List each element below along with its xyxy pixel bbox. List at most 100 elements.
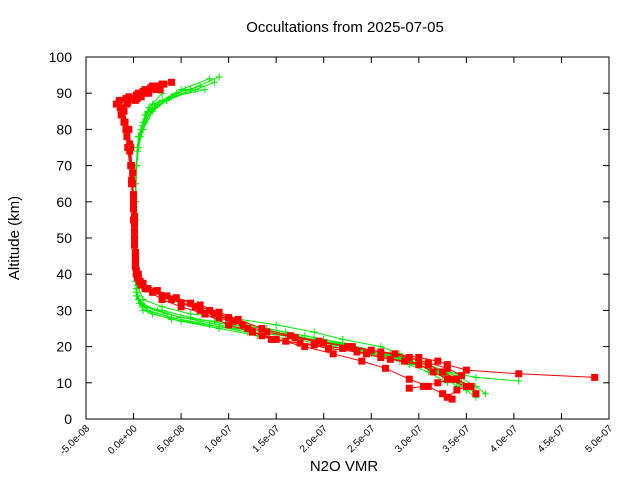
data-point [132, 91, 140, 99]
data-point [131, 259, 139, 267]
data-point [234, 315, 242, 323]
data-point [405, 384, 413, 392]
data-point [168, 78, 176, 86]
data-point [145, 89, 153, 97]
data-point [358, 357, 366, 365]
data-point [126, 140, 134, 148]
data-point [462, 382, 470, 390]
data-point [177, 299, 185, 307]
data-point [429, 368, 437, 376]
data-point [415, 354, 423, 361]
data-point [139, 296, 147, 303]
y-tick-label: 100 [49, 49, 73, 65]
y-tick-label: 50 [56, 230, 72, 246]
data-point [132, 292, 140, 300]
profile-line [119, 83, 595, 378]
data-point [315, 337, 323, 345]
data-point [154, 82, 162, 90]
data-point [123, 100, 131, 108]
data-point [229, 317, 237, 325]
data-point [131, 249, 139, 256]
data-point [134, 270, 142, 278]
data-point [420, 382, 428, 390]
data-point [448, 395, 456, 403]
data-point [112, 100, 120, 108]
series-red-profiles [112, 78, 599, 403]
data-point [187, 299, 195, 307]
data-point [310, 328, 318, 336]
data-point [145, 104, 153, 112]
data-point [434, 357, 442, 365]
data-point [339, 335, 347, 343]
data-point [462, 366, 470, 374]
data-point [515, 370, 523, 378]
data-point [210, 78, 218, 86]
x-tick-label: 5.0e-08 [155, 423, 187, 455]
x-tick-label: 2.0e-07 [298, 423, 330, 455]
data-point [172, 294, 180, 302]
data-point [515, 377, 523, 385]
data-point [215, 314, 223, 322]
data-point [453, 386, 461, 394]
data-point [443, 364, 451, 372]
x-tick-label: 0.0e+00 [106, 423, 140, 457]
data-point [116, 104, 124, 112]
data-point [481, 390, 489, 398]
data-point [153, 287, 161, 294]
data-point [124, 144, 132, 151]
data-point [210, 317, 218, 325]
chart-title: Occultations from 2025-07-05 [246, 19, 444, 36]
data-point [405, 375, 413, 383]
plot-area [112, 73, 599, 403]
data-point [296, 339, 304, 347]
data-point [122, 125, 130, 133]
data-point [453, 375, 461, 383]
data-point [405, 361, 413, 369]
data-point [348, 343, 356, 351]
data-point [325, 344, 332, 352]
y-tick-label: 70 [56, 158, 72, 174]
y-axis-label: Altitude (km) [6, 196, 23, 280]
y-tick-label: 60 [56, 194, 72, 210]
profile-line [134, 89, 458, 387]
profile-line [118, 81, 468, 398]
data-point [301, 343, 309, 351]
profile-line [115, 85, 477, 394]
data-point [134, 274, 142, 282]
data-point [152, 86, 160, 94]
data-point [117, 111, 125, 119]
data-point [382, 364, 389, 372]
data-point [196, 306, 204, 314]
x-tick-label: 4.5e-07 [536, 423, 568, 455]
data-point [182, 86, 190, 94]
data-point [244, 325, 252, 332]
data-point [149, 288, 157, 296]
data-point [177, 314, 185, 322]
data-point [210, 310, 218, 318]
x-tick-label: 2.5e-07 [346, 423, 378, 455]
data-point [153, 306, 161, 314]
data-point [267, 335, 275, 343]
x-tick-label: 3.0e-07 [393, 423, 425, 455]
data-point [122, 95, 130, 103]
data-point [215, 73, 223, 81]
y-tick-label: 0 [64, 411, 72, 427]
data-point [168, 315, 176, 323]
data-point [467, 382, 475, 390]
x-axis-label: N2O VMR [310, 458, 379, 475]
data-point [320, 339, 328, 347]
data-point [163, 96, 171, 104]
data-point [138, 122, 146, 130]
data-point [263, 328, 271, 336]
data-point [310, 341, 318, 349]
data-point [344, 343, 351, 351]
x-tick-label: 1.0e-07 [203, 423, 235, 455]
data-point [156, 86, 164, 94]
data-point [132, 267, 140, 275]
data-point [439, 390, 447, 398]
data-point [168, 93, 176, 101]
data-point [130, 191, 137, 199]
data-point [128, 180, 136, 188]
x-tick-label: 4.0e-07 [488, 423, 520, 455]
